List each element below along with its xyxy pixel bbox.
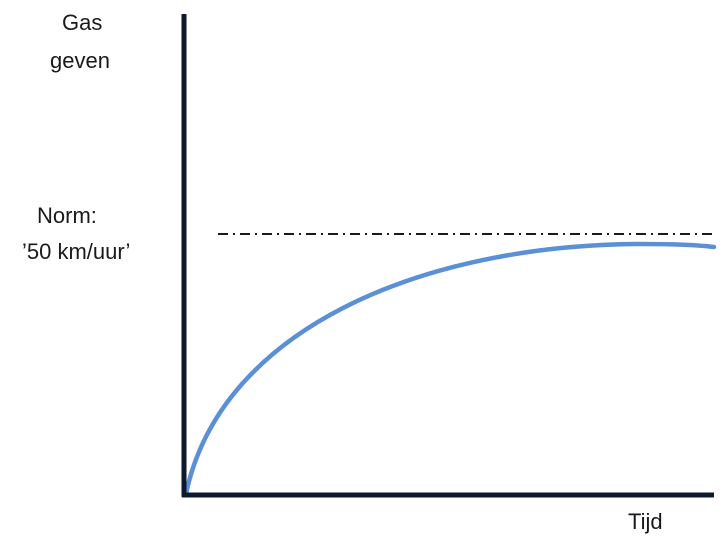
y-axis-label-line-1: Gas xyxy=(62,10,103,35)
x-axis-label: Tijd xyxy=(628,509,663,534)
acceleration-curve xyxy=(183,241,717,497)
norm-label-line-2: ’50 km/uur’ xyxy=(22,239,131,264)
norm-label-line-1: Norm: xyxy=(37,203,97,228)
y-axis-label-line-2: geven xyxy=(50,48,110,73)
